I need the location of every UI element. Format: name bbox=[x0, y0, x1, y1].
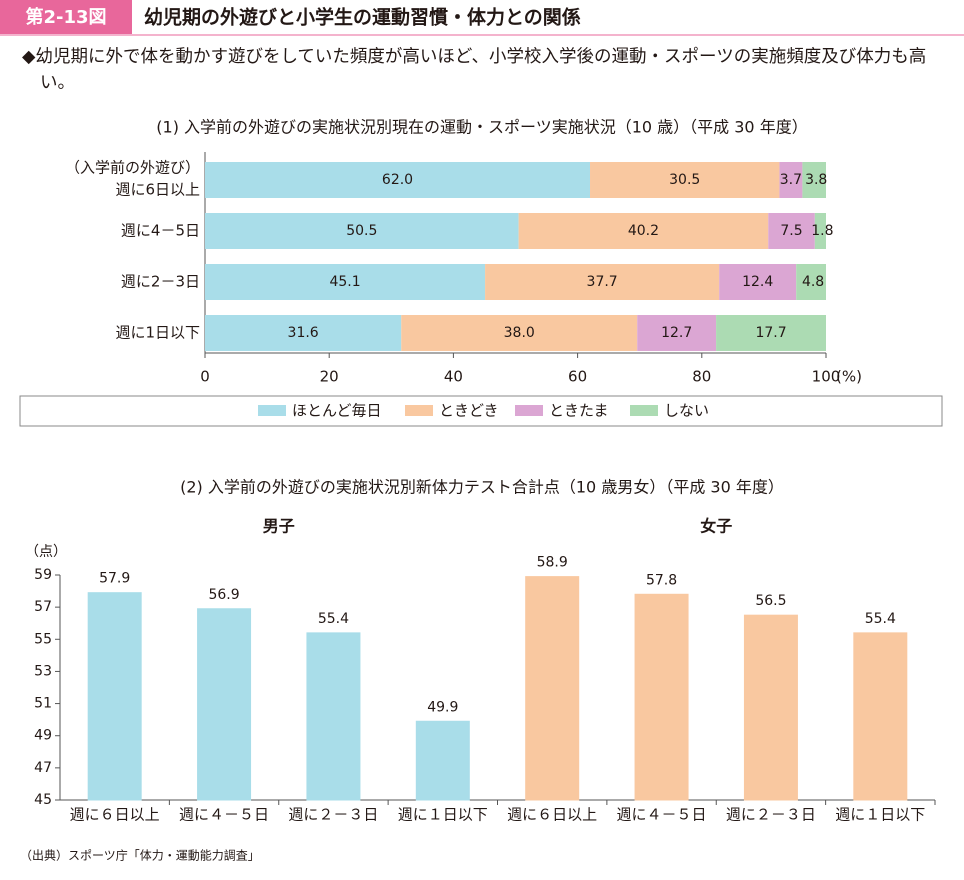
y-tick-label: 51 bbox=[34, 696, 52, 712]
bar-segment bbox=[401, 315, 638, 351]
x-tick-label: 週に６日以上 bbox=[507, 806, 597, 824]
legend-label: ときどき bbox=[439, 402, 499, 420]
bar bbox=[415, 720, 470, 801]
bar-segment bbox=[802, 162, 826, 198]
y-tick-label: 週に1日以下 bbox=[115, 324, 200, 342]
x-tick-label: 週に４－５日 bbox=[617, 806, 707, 824]
data-label: 7.5 bbox=[780, 223, 802, 239]
bar-segment bbox=[814, 213, 826, 249]
data-label: 50.5 bbox=[346, 223, 377, 239]
data-label: 62.0 bbox=[382, 172, 413, 188]
data-label: 40.2 bbox=[628, 223, 659, 239]
bar-segment bbox=[205, 162, 591, 198]
bar bbox=[87, 592, 142, 801]
bar-segment bbox=[205, 213, 519, 249]
y-label: （点） bbox=[25, 544, 67, 560]
bar bbox=[197, 608, 252, 801]
legend-swatch bbox=[258, 405, 286, 416]
data-label: 1.8 bbox=[811, 223, 833, 239]
data-label: 57.8 bbox=[646, 572, 677, 588]
header-title: 幼児期の外遊びと小学生の運動習慣・体力との関係 bbox=[144, 6, 581, 29]
data-label: 17.7 bbox=[755, 325, 786, 341]
bar-segment bbox=[590, 162, 780, 198]
group-label: 女子 bbox=[700, 517, 732, 536]
data-label: 37.7 bbox=[587, 274, 618, 290]
badge-bg bbox=[0, 0, 132, 34]
source: （出典）スポーツ庁「体力・運動能力調査」 bbox=[20, 849, 260, 863]
bar bbox=[743, 614, 798, 801]
x-tick-label: 40 bbox=[444, 368, 463, 386]
data-label: 3.7 bbox=[780, 172, 802, 188]
x-unit: (%) bbox=[836, 368, 862, 386]
legend-box bbox=[19, 395, 943, 427]
x-tick-label: 週に４－５日 bbox=[179, 806, 269, 824]
y-tick-label: 週に6日以上 bbox=[115, 181, 200, 199]
chart1-title: (1) 入学前の外遊びの実施状況別現在の運動・スポーツ実施状況（10 歳）（平成… bbox=[156, 118, 807, 137]
bar-segment bbox=[796, 264, 826, 300]
badge: 第2-13図 bbox=[25, 6, 106, 28]
data-label: 56.9 bbox=[208, 587, 239, 603]
bar-segment bbox=[518, 213, 769, 249]
x-tick-label: 週に２－３日 bbox=[288, 806, 378, 824]
x-tick-label: 60 bbox=[568, 368, 587, 386]
data-label: 12.4 bbox=[742, 274, 773, 290]
x-tick-label: 週に１日以下 bbox=[398, 806, 488, 824]
legend-label: しない bbox=[664, 402, 709, 420]
bar bbox=[634, 593, 689, 801]
data-label: 4.8 bbox=[802, 274, 824, 290]
bar bbox=[853, 632, 908, 801]
legend-swatch bbox=[630, 405, 658, 416]
x-tick-label: 20 bbox=[320, 368, 339, 386]
x-tick-label: 週に１日以下 bbox=[835, 806, 925, 824]
data-label: 38.0 bbox=[504, 325, 535, 341]
bar-segment bbox=[768, 213, 815, 249]
chart2-title: (2) 入学前の外遊びの実施状況別新体力テスト合計点（10 歳男女）（平成 30… bbox=[180, 478, 784, 497]
legend-swatch bbox=[405, 405, 433, 416]
data-label: 49.9 bbox=[427, 699, 458, 715]
data-label: 31.6 bbox=[288, 325, 319, 341]
x-tick-label: 週に６日以上 bbox=[70, 806, 160, 824]
legend-swatch bbox=[515, 405, 543, 416]
group-label: 男子 bbox=[263, 517, 295, 536]
y-tick-label: 週に2－3日 bbox=[121, 273, 200, 291]
y-tick-label: 47 bbox=[34, 760, 52, 776]
data-label: 45.1 bbox=[329, 274, 360, 290]
bar-segment bbox=[205, 315, 402, 351]
y-tick-label: 49 bbox=[34, 728, 52, 744]
legend-label: ときたま bbox=[549, 402, 609, 420]
bar bbox=[525, 576, 580, 801]
description: ◆幼児期に外で体を動かす遊びをしていた頻度が高いほど、小学校入学後の運動・スポー… bbox=[22, 47, 927, 93]
x-tick-label: 100 bbox=[812, 368, 841, 386]
data-label: 3.8 bbox=[805, 172, 827, 188]
data-label: 55.4 bbox=[865, 611, 896, 627]
data-label: 58.9 bbox=[537, 555, 568, 571]
data-label: 55.4 bbox=[318, 611, 349, 627]
bar-segment bbox=[719, 264, 797, 300]
y-tick-label: 55 bbox=[34, 631, 52, 647]
data-label: 56.5 bbox=[755, 593, 786, 609]
bar-segment bbox=[637, 315, 717, 351]
bar bbox=[306, 632, 361, 801]
x-tick-label: 週に２－３日 bbox=[726, 806, 816, 824]
category-note: （入学前の外遊び） bbox=[65, 159, 200, 177]
x-tick-label: 0 bbox=[200, 368, 210, 386]
bar-segment bbox=[779, 162, 803, 198]
x-tick-label: 80 bbox=[692, 368, 711, 386]
data-label: 12.7 bbox=[661, 325, 692, 341]
data-label: 30.5 bbox=[669, 172, 700, 188]
bar-segment bbox=[716, 315, 826, 351]
y-tick-label: 週に4－5日 bbox=[121, 222, 200, 240]
legend-label: ほとんど毎日 bbox=[292, 402, 382, 420]
y-tick-label: 59 bbox=[34, 567, 52, 583]
bar-segment bbox=[205, 264, 486, 300]
bar-segment bbox=[485, 264, 720, 300]
data-label: 57.9 bbox=[99, 571, 130, 587]
y-tick-label: 53 bbox=[34, 663, 52, 679]
y-tick-label: 57 bbox=[34, 599, 52, 615]
y-tick-label: 45 bbox=[34, 792, 52, 808]
